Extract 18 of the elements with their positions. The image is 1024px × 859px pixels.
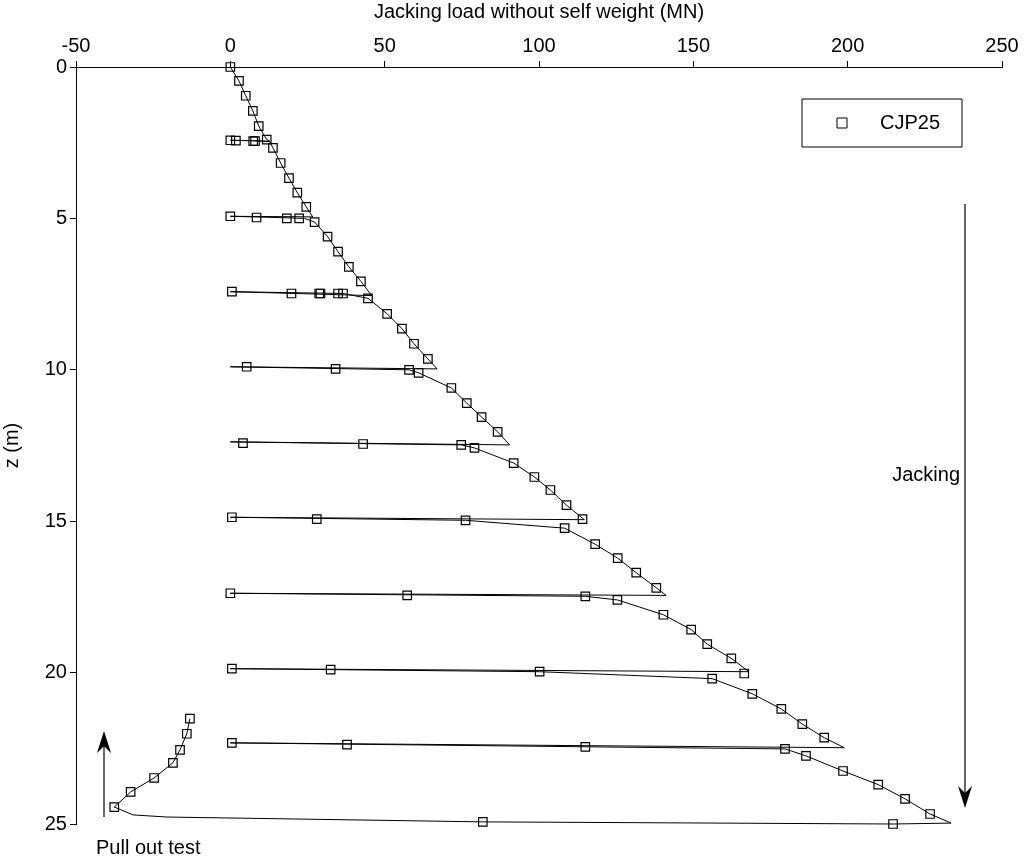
x-tick-label: 250	[985, 33, 1019, 56]
text: Pull out test	[96, 835, 201, 858]
y-tick-label: 25	[44, 811, 67, 834]
x-tick-label: 100	[522, 33, 556, 56]
y-tick-label: 15	[44, 508, 67, 531]
y-tick-label: 10	[44, 357, 67, 380]
annotation: Jacking	[892, 462, 960, 485]
y-tick-label: 5	[55, 205, 67, 228]
x-tick-label: 0	[224, 33, 236, 56]
y-axis-title: z (m)	[0, 422, 22, 469]
x-tick-label: 50	[373, 33, 396, 56]
x-tick-label: -50	[61, 33, 91, 56]
x-axis-title: Jacking load without self weight (MN)	[373, 0, 705, 22]
x-tick-label: 150	[676, 33, 711, 56]
y-tick-label: 20	[44, 660, 67, 683]
x-tick-label: 200	[830, 33, 865, 56]
y-tick-label: 0	[55, 54, 67, 77]
legend-label: CJP25	[880, 110, 941, 133]
